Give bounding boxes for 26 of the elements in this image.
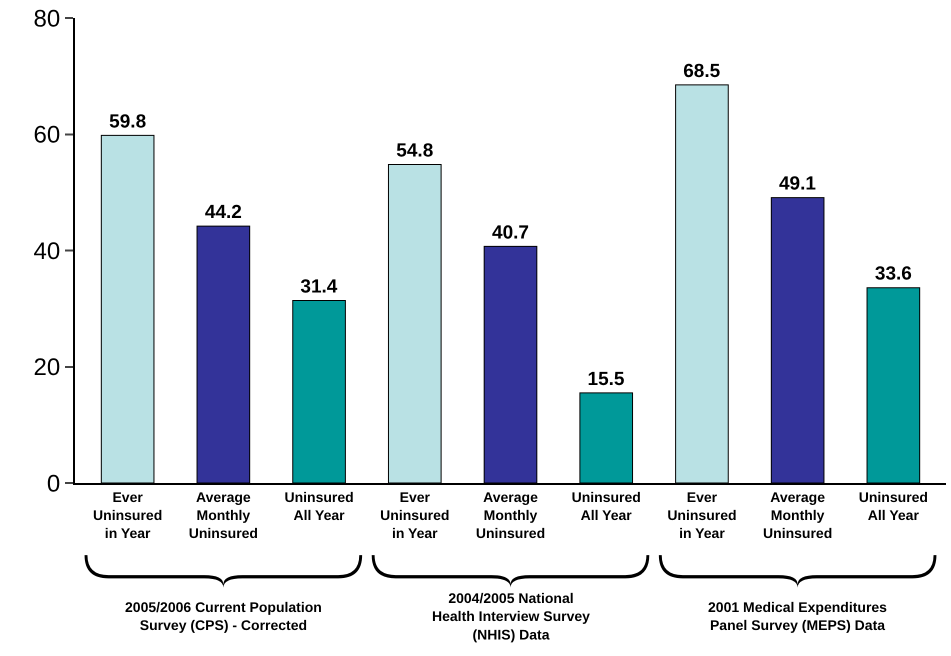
x-tick-label: Ever Uninsured in Year — [380, 488, 450, 542]
data-label: 49.1 — [778, 174, 816, 195]
y-tick-label: 20 — [33, 354, 60, 382]
data-label: 15.5 — [588, 368, 625, 390]
text: 2004/2005 National Health Interview Survey (NHIS) Data — [432, 590, 590, 642]
x-tick-label: Ever Uninsured in Year — [667, 488, 737, 542]
data-label: 33.6 — [874, 264, 912, 285]
y-tick-label: 40 — [33, 238, 60, 265]
x-tick-label: Average Monthly Uninsured — [188, 488, 258, 542]
data-label: 68.5 — [683, 60, 721, 82]
data-label: 44.2 — [204, 202, 242, 224]
y-tick-label: 80 — [33, 5, 60, 32]
data-label: 54.8 — [396, 140, 434, 162]
x-tick-label: Ever Uninsured in Year — [93, 488, 162, 542]
data-label: 31.4 — [300, 276, 338, 298]
y-tick-label: 0 — [46, 470, 60, 498]
x-tick-label: Uninsured All Year — [572, 488, 641, 523]
x-tick-label: Uninsured All Year — [858, 488, 928, 523]
data-label: 59.8 — [109, 111, 146, 132]
y-tick-label: 60 — [33, 122, 60, 149]
text: 2005/2006 Current Population Survey (CPS) - Corrected — [125, 599, 322, 634]
x-tick-label: Uninsured All Year — [284, 488, 354, 523]
x-tick-label: Average Monthly Uninsured — [476, 488, 546, 542]
data-label: 40.7 — [492, 222, 529, 244]
text: 2001 Medical Expenditures Panel Survey (MEPS) Data — [708, 599, 888, 634]
x-tick-label: Average Monthly Uninsured — [763, 488, 832, 542]
